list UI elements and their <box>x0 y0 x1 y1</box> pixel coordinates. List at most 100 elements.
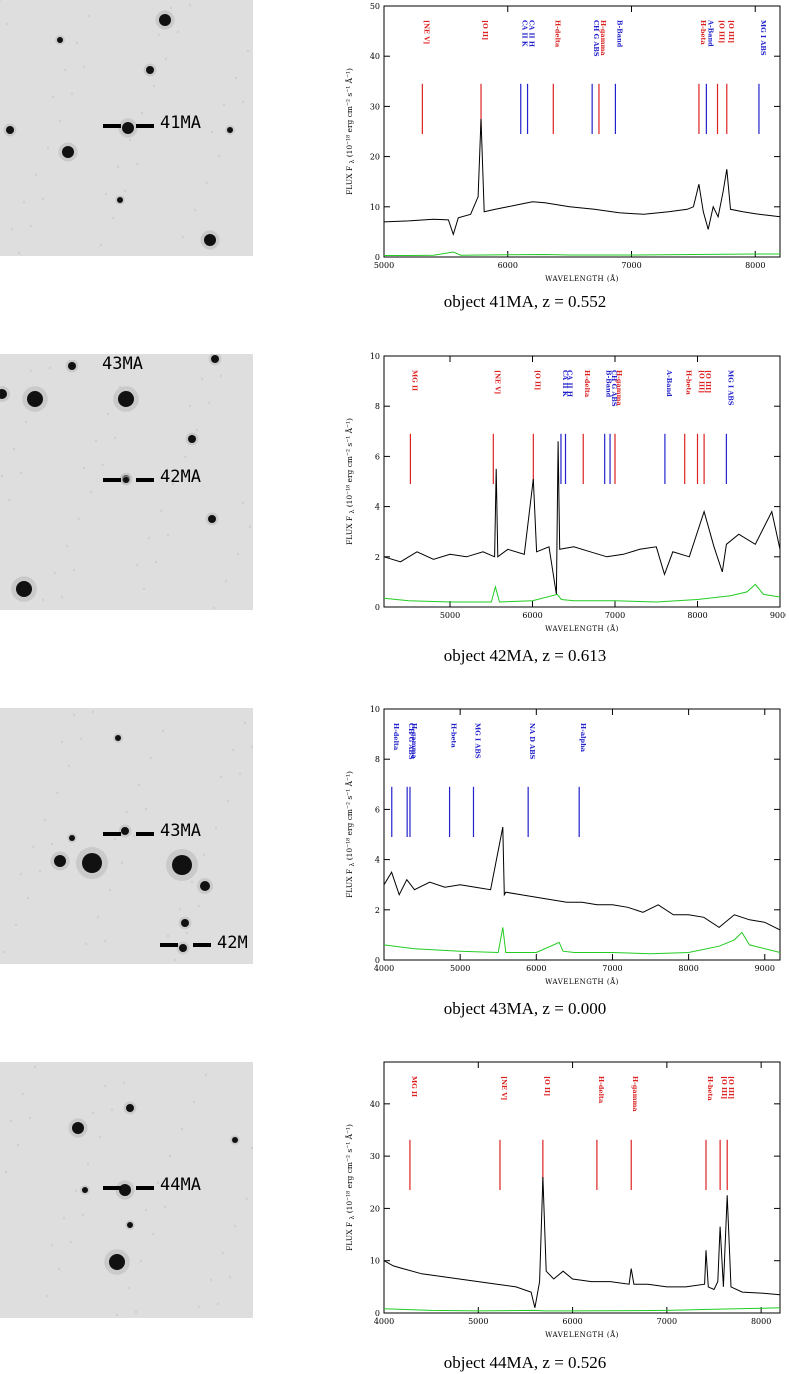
line-marker-label: [O II] <box>481 20 489 40</box>
noise-speck <box>62 1216 66 1220</box>
y-axis-label-main: FLUX F <box>345 164 354 195</box>
noise-speck <box>116 165 120 169</box>
caption-41MA: object 41MA, z = 0.552 <box>443 292 607 311</box>
y-axis-label-unit: (10⁻¹⁸ erg cm⁻² s⁻¹ Å⁻¹) <box>345 1124 354 1216</box>
noise-speck <box>151 1232 155 1236</box>
noise-speck <box>91 1111 95 1115</box>
y-tick-label: 0 <box>375 1309 380 1318</box>
noise-speck <box>19 471 23 475</box>
noise-speck <box>5 22 9 26</box>
noise-speck <box>236 552 240 556</box>
target-marker-right <box>136 478 154 482</box>
caption-42MA: object 42MA, z = 0.613 <box>443 646 607 665</box>
noise-speck <box>55 791 59 795</box>
sky-image: 42MA 43MA <box>0 354 252 610</box>
noise-speck <box>7 498 11 502</box>
noise-speck <box>221 1251 225 1255</box>
y-tick-label: 20 <box>370 153 380 162</box>
line-marker-label: [O III] <box>704 370 712 393</box>
y-axis-label-main: FLUX F <box>345 514 354 545</box>
line-marker-label: H-delta <box>392 723 400 751</box>
line-marker-label: H-beta <box>699 20 707 46</box>
target-marker-left <box>103 124 121 128</box>
error-series <box>383 927 781 955</box>
thumbnail-42MA: 42MA 43MA <box>0 354 253 610</box>
noise-speck <box>127 1286 131 1290</box>
line-marker-label: H-delta <box>553 20 561 48</box>
line-marker-label: H-gamma <box>410 723 418 759</box>
line-marker-label: MG II <box>410 1076 418 1097</box>
star <box>179 944 187 952</box>
line-marker-label: [NE V] <box>422 20 430 44</box>
x-tick-label: 9000 <box>770 611 786 620</box>
y-axis-label: FLUX F λ (10⁻¹⁸ erg cm⁻² s⁻¹ Å⁻¹) <box>345 1124 356 1251</box>
noise-speck <box>161 729 165 733</box>
x-tick-label: 4000 <box>374 964 394 973</box>
x-tick-label: 5000 <box>374 261 394 270</box>
noise-speck <box>12 447 16 451</box>
star <box>6 126 14 134</box>
line-marker-label: [O III] <box>698 370 706 393</box>
noise-speck <box>4 1170 8 1174</box>
y-axis-label-unit: (10⁻¹⁸ erg cm⁻² s⁻¹ Å⁻¹) <box>345 771 354 863</box>
plot-frame <box>383 708 781 961</box>
noise-speck <box>173 958 177 962</box>
x-tick-label: 4000 <box>374 1317 394 1326</box>
noise-speck <box>180 1127 184 1131</box>
neighbor-label: 42M <box>217 933 248 953</box>
target-marker-right <box>136 1186 154 1190</box>
noise-speck <box>140 111 144 115</box>
noise-speck <box>111 216 115 220</box>
noise-speck <box>103 1084 107 1088</box>
noise-speck <box>50 842 54 846</box>
x-axis-label: WAVELENGTH (Å) <box>545 274 619 283</box>
line-marker-label: CH G ABS <box>610 370 618 407</box>
noise-speck <box>195 428 199 432</box>
noise-speck <box>101 463 105 467</box>
noise-speck <box>51 95 55 99</box>
noise-speck <box>70 92 74 96</box>
noise-speck <box>122 1081 126 1085</box>
x-tick-label: 9000 <box>755 964 775 973</box>
noise-speck <box>60 740 64 744</box>
noise-speck <box>250 1146 253 1150</box>
noise-speck <box>113 436 117 440</box>
flux-series <box>383 118 781 237</box>
error-series <box>383 1307 781 1312</box>
noise-speck <box>89 490 93 494</box>
noise-speck <box>166 934 170 938</box>
x-tick-label: 5000 <box>440 611 460 620</box>
noise-speck <box>200 377 204 381</box>
noise-speck <box>210 130 214 134</box>
noise-speck <box>14 923 18 927</box>
line-marker-label: [O III] <box>720 1076 728 1099</box>
noise-speck <box>103 939 107 943</box>
star <box>16 581 32 597</box>
star <box>68 362 76 370</box>
noise-speck <box>169 6 173 10</box>
star <box>72 1122 84 1134</box>
line-marker-label: H-delta <box>583 370 591 398</box>
noise-speck <box>216 1302 220 1306</box>
line-marker-label: H-gamma <box>631 1076 639 1112</box>
noise-speck <box>248 525 252 529</box>
thumbnail-43MA: 43MA 42M <box>0 708 253 964</box>
noise-speck <box>106 412 110 416</box>
line-marker-label: [O II] <box>533 370 541 390</box>
noise-speck <box>188 404 192 408</box>
y-tick-label: 40 <box>370 52 380 61</box>
noise-speck <box>246 49 250 53</box>
noise-speck <box>77 517 81 521</box>
noise-speck <box>159 509 163 513</box>
noise-speck <box>219 775 223 779</box>
noise-speck <box>197 1305 201 1309</box>
noise-speck <box>99 243 103 247</box>
y-tick-label: 20 <box>370 1204 380 1213</box>
sky-image: 44MA <box>4 1065 253 1317</box>
noise-speck <box>163 1205 167 1209</box>
y-axis-label-lambda: λ <box>349 1216 356 1220</box>
noise-speck <box>175 1178 179 1182</box>
noise-speck <box>238 772 242 776</box>
spectrum-chart-44MA: 4000 5000 6000 7000 8000 0 10 20 30 40 WAVELENGTH … <box>345 1061 781 1339</box>
noise-speck <box>241 501 245 505</box>
